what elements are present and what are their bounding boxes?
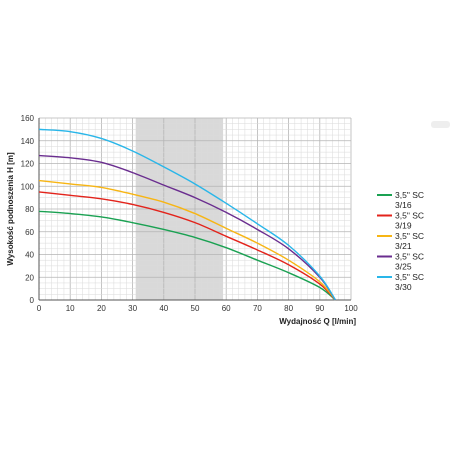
x-tick-label: 60 (222, 304, 231, 313)
tick-labels: 0 10 20 30 40 50 60 70 80 90 100 0 20 40 60 80 100 120 140… (21, 114, 359, 313)
series-line-5 (38, 128, 336, 301)
x-tick-label: 90 (315, 304, 324, 313)
legend-label-model: 3/25 (395, 262, 412, 272)
x-tick-label: 100 (344, 304, 358, 313)
x-tick-label: 30 (128, 304, 137, 313)
y-tick-label: 20 (25, 273, 34, 282)
y-tick-label: 0 (30, 296, 35, 305)
series-line-2 (38, 191, 336, 301)
legend-label: 3,5" SC (395, 231, 424, 241)
series-line-4 (38, 154, 336, 301)
x-tick-label: 40 (159, 304, 168, 313)
legend-item: 3,5" SC3/16 (377, 190, 424, 210)
x-tick-label: 70 (253, 304, 262, 313)
legend-label-model: 3/30 (395, 282, 412, 292)
y-tick-label: 160 (21, 114, 35, 123)
legend-item: 3,5" SC3/21 (377, 231, 424, 251)
series-lines (38, 128, 336, 301)
legend-item: 3,5" SC3/19 (377, 211, 424, 231)
y-axis-title: Wysokość podnoszenia H [m] (6, 152, 15, 266)
legend-label-model: 3/21 (395, 241, 412, 251)
legend-label: 3,5" SC (395, 252, 424, 262)
x-tick-label: 80 (284, 304, 293, 313)
axes (38, 118, 351, 301)
x-tick-label: 0 (37, 304, 42, 313)
series-line-3 (38, 179, 336, 301)
legend: 3,5" SC3/163,5" SC3/193,5" SC3/213,5" SC… (377, 190, 424, 292)
y-tick-label: 60 (25, 228, 34, 237)
legend-item: 3,5" SC3/25 (377, 252, 424, 272)
grid-lines (38, 117, 352, 301)
y-tick-label: 120 (21, 160, 35, 169)
legend-label: 3,5" SC (395, 211, 424, 221)
y-tick-label: 140 (21, 137, 35, 146)
y-tick-label: 40 (25, 251, 34, 260)
scroll-handle[interactable] (431, 121, 450, 128)
legend-label: 3,5" SC (395, 190, 424, 200)
legend-label-model: 3/19 (395, 221, 412, 231)
y-tick-label: 80 (25, 205, 34, 214)
series-line-1 (38, 210, 336, 301)
legend-item: 3,5" SC3/30 (377, 272, 424, 292)
x-axis-title: Wydajność Q [l/min] (279, 317, 356, 326)
y-tick-label: 100 (21, 182, 35, 191)
legend-label-model: 3/16 (395, 200, 412, 210)
x-tick-label: 20 (97, 304, 106, 313)
legend-label: 3,5" SC (395, 272, 424, 282)
x-tick-label: 10 (66, 304, 75, 313)
x-tick-label: 50 (191, 304, 200, 313)
